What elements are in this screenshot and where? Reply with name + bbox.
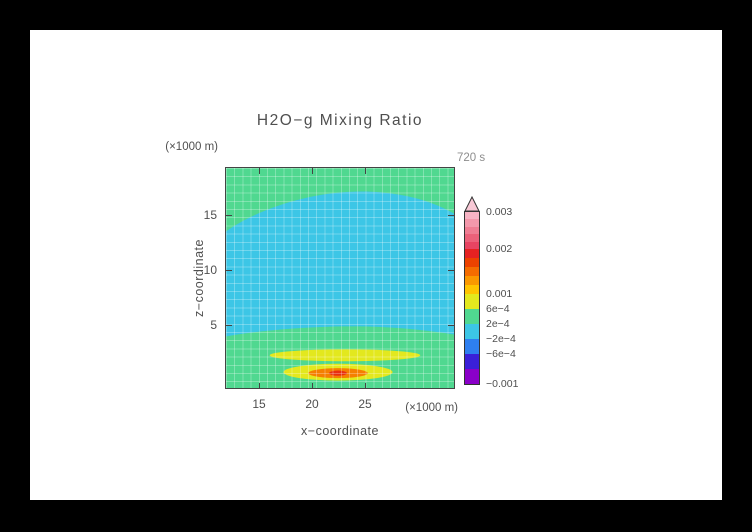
plume-red-maximum <box>329 370 347 376</box>
colorbar-tick-label: 0.002 <box>486 243 513 255</box>
colorbar-segment <box>465 258 479 267</box>
contour-field <box>226 168 454 388</box>
x-axis-unit-label: (×1000 m) <box>405 402 458 414</box>
x-tick-label: 15 <box>252 397 266 411</box>
colorbar-segment <box>465 309 479 324</box>
colorbar-segment <box>465 294 479 309</box>
y-tick-label: 5 <box>210 318 217 332</box>
colorbar-segment <box>465 276 479 285</box>
contour-plot-area <box>225 167 455 389</box>
y-tick-mark <box>226 325 232 326</box>
colorbar-segment <box>465 369 479 384</box>
colorbar-tick-label: 6e−4 <box>486 303 510 315</box>
colorbar-tick-label: 0.003 <box>486 206 513 218</box>
colorbar-segment <box>465 219 479 227</box>
colorbar-segment <box>465 324 479 339</box>
colorbar-outline <box>464 211 480 385</box>
colorbar-segment <box>465 241 479 249</box>
chart-title: H2O−g Mixing Ratio <box>256 112 424 129</box>
y-axis-unit-label: (×1000 m) <box>165 141 218 153</box>
y-tick-mark <box>448 215 454 216</box>
time-annotation: 720 s <box>457 152 486 164</box>
y-tick-label: 10 <box>203 263 217 277</box>
colorbar-tick-label: −2e−4 <box>486 333 516 345</box>
upper-green-layer <box>226 168 454 232</box>
colorbar-tick-label: 2e−4 <box>486 318 510 330</box>
colorbar-segment <box>465 354 479 369</box>
colorbar-tick-label: 0.001 <box>486 288 513 300</box>
x-tick-label: 25 <box>358 397 372 411</box>
x-tick-mark <box>365 168 366 174</box>
colorbar-segment <box>465 267 479 276</box>
colorbar-segment <box>465 234 479 242</box>
x-tick-mark <box>365 383 366 389</box>
y-tick-mark <box>448 325 454 326</box>
plume-upper-yellow-layer <box>269 349 421 362</box>
x-axis-title: x−coordinate <box>301 424 379 438</box>
colorbar-segment <box>465 249 479 258</box>
mesh-grid-overlay <box>226 168 454 388</box>
colorbar-tick-label: −0.001 <box>486 378 519 390</box>
colorbar-arrow-path <box>464 196 480 212</box>
colorbar-segment <box>465 212 479 220</box>
x-tick-mark <box>312 383 313 389</box>
colorbar-tick-label: −6e−4 <box>486 348 516 360</box>
x-tick-mark <box>259 383 260 389</box>
colorbar-overflow-arrow <box>464 196 480 212</box>
y-tick-label: 15 <box>203 208 217 222</box>
x-tick-label: 20 <box>305 397 319 411</box>
x-tick-mark <box>312 168 313 174</box>
y-tick-mark <box>226 215 232 216</box>
y-tick-mark <box>226 270 232 271</box>
y-tick-mark <box>448 270 454 271</box>
colorbar-segment <box>465 226 479 235</box>
x-tick-mark <box>259 168 260 174</box>
colorbar-segment <box>465 339 479 354</box>
colorbar-segment <box>465 285 479 294</box>
